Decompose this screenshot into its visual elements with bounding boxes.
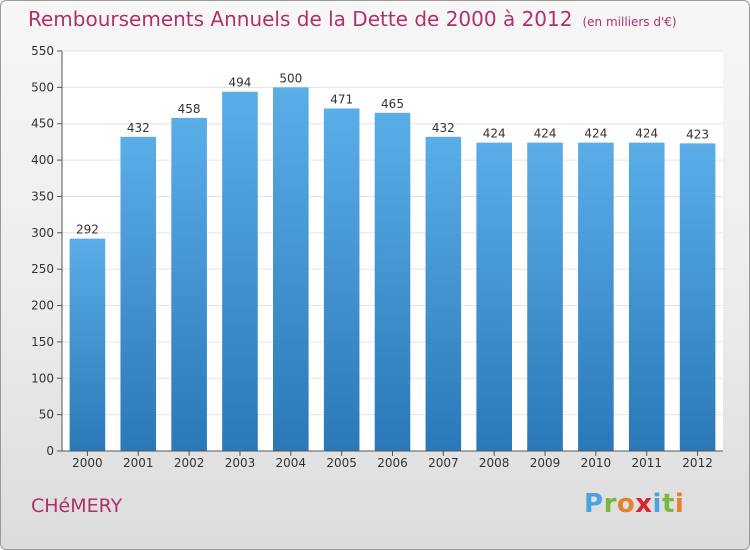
data-label: 423 [686,127,709,141]
y-tick-label: 50 [39,408,54,422]
brand-letter: o [616,489,636,519]
brand-letter: r [603,489,617,519]
brand-letter: t [661,489,675,519]
data-label: 432 [432,121,455,135]
y-tick-label: 100 [31,371,54,385]
x-tick-label: 2004 [276,456,307,470]
bar [628,142,665,452]
y-tick-label: 150 [31,335,54,349]
bar [171,117,207,451]
chart-unit: (en milliers d'€) [582,15,677,29]
x-tick-label: 2011 [631,456,662,470]
y-tick-label: 250 [31,262,54,276]
x-tick-label: 2008 [479,456,510,470]
brand-letter: P [584,489,604,519]
x-tick-label: 2012 [682,456,713,470]
x-tick-label: 2003 [225,456,256,470]
x-tick-label: 2007 [428,456,459,470]
bar [374,112,411,452]
bar [578,142,614,452]
data-label: 494 [229,76,252,90]
y-tick-label: 500 [31,80,54,94]
brand-letter: i [674,489,685,519]
data-label: 500 [279,71,302,85]
chart-title-text: Remboursements Annuels de la Dette de 20… [28,7,573,31]
data-label: 424 [635,127,658,141]
x-tick-label: 2009 [530,456,561,470]
x-tick-label: 2006 [377,456,408,470]
bar [120,136,157,451]
data-label: 424 [483,127,506,141]
y-tick-label: 200 [31,299,54,313]
bar [476,142,512,452]
data-label: 458 [178,102,201,116]
bar [527,142,563,452]
y-tick-label: 0 [46,444,54,458]
data-label: 471 [330,92,353,106]
x-tick-label: 2005 [326,456,357,470]
y-tick-label: 300 [31,226,54,240]
y-tick-label: 450 [31,117,54,131]
data-label: 424 [584,127,607,141]
bar [425,136,462,451]
bar [273,87,309,451]
data-label: 424 [534,127,557,141]
x-tick-label: 2001 [123,456,154,470]
x-tick-label: 2002 [174,456,205,470]
chart-title: Remboursements Annuels de la Dette de 20… [28,7,677,31]
brand-letter: x [635,489,653,519]
bar [69,238,106,451]
y-tick-label: 400 [31,153,54,167]
y-tick-label: 550 [31,44,54,58]
x-tick-label: 2010 [581,456,612,470]
y-tick-label: 350 [31,189,54,203]
brand-logo: Proxiti [584,489,684,519]
bar [323,108,360,452]
x-tick-label: 2000 [72,456,103,470]
data-label: 465 [381,97,404,111]
bar [679,143,716,451]
data-label: 432 [127,121,150,135]
bar [222,91,258,452]
data-label: 292 [76,223,99,237]
commune-name: CHéMERY [31,495,123,517]
brand-letter: i [652,489,662,519]
